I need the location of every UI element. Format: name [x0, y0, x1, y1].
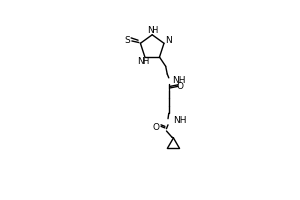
Text: H: H	[151, 26, 158, 35]
Text: S: S	[124, 36, 130, 45]
Text: N: N	[147, 26, 154, 35]
Text: N: N	[165, 36, 172, 45]
Text: NH: NH	[173, 116, 186, 125]
Text: O: O	[176, 82, 183, 91]
Text: O: O	[153, 123, 160, 132]
Text: NH: NH	[172, 76, 185, 85]
Text: H: H	[142, 57, 148, 66]
Text: N: N	[137, 57, 144, 66]
